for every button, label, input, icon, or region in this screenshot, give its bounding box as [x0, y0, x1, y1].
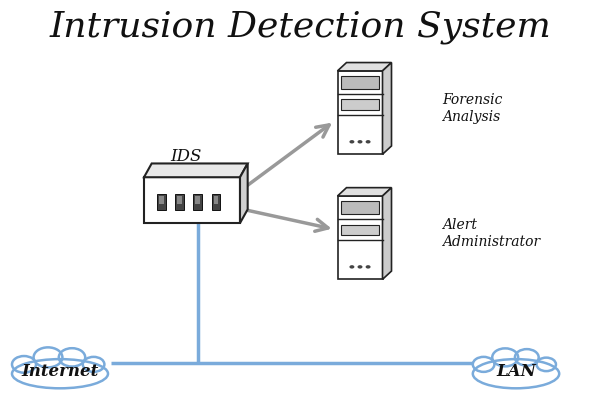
Polygon shape [193, 194, 202, 211]
Circle shape [12, 356, 36, 373]
Ellipse shape [12, 359, 108, 388]
Circle shape [83, 357, 104, 372]
Polygon shape [144, 177, 240, 223]
Circle shape [365, 140, 371, 143]
Polygon shape [341, 224, 379, 235]
Text: Internet: Internet [22, 363, 98, 379]
Polygon shape [383, 63, 392, 154]
Text: Forensic
Analysis: Forensic Analysis [442, 93, 503, 123]
Polygon shape [337, 71, 383, 154]
Circle shape [34, 347, 62, 367]
Circle shape [59, 348, 85, 367]
Polygon shape [212, 194, 220, 211]
Text: Intrusion Detection System: Intrusion Detection System [49, 10, 551, 44]
Circle shape [536, 358, 556, 371]
Text: Alert
Administrator: Alert Administrator [442, 219, 541, 249]
Circle shape [365, 265, 371, 269]
Polygon shape [196, 196, 200, 204]
Circle shape [349, 265, 355, 269]
Polygon shape [341, 201, 379, 214]
Circle shape [349, 140, 355, 143]
Polygon shape [157, 194, 166, 211]
Polygon shape [240, 163, 248, 223]
Polygon shape [337, 63, 392, 71]
Polygon shape [214, 196, 218, 204]
Circle shape [492, 348, 518, 367]
Circle shape [358, 265, 362, 269]
Polygon shape [159, 196, 164, 204]
Polygon shape [144, 163, 248, 177]
Circle shape [473, 357, 494, 372]
Polygon shape [341, 76, 379, 89]
Polygon shape [341, 100, 379, 110]
Circle shape [515, 349, 539, 366]
Polygon shape [177, 196, 182, 204]
Polygon shape [175, 194, 184, 211]
Polygon shape [337, 196, 383, 279]
Polygon shape [383, 188, 392, 279]
Polygon shape [337, 188, 392, 196]
Ellipse shape [473, 359, 559, 388]
Circle shape [358, 140, 362, 143]
Text: IDS: IDS [170, 148, 202, 165]
Text: LAN: LAN [496, 363, 536, 379]
